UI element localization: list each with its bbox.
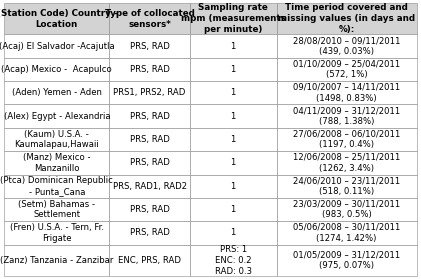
Bar bbox=[4, 151, 109, 174]
Text: PRS, RAD: PRS, RAD bbox=[130, 205, 170, 214]
Bar bbox=[190, 81, 277, 105]
Bar bbox=[190, 58, 277, 81]
Text: (Fren) U.S.A. - Tern, Fr.
Frigate: (Fren) U.S.A. - Tern, Fr. Frigate bbox=[10, 223, 104, 243]
Bar bbox=[277, 198, 417, 221]
Bar bbox=[109, 221, 190, 244]
Bar bbox=[190, 221, 277, 244]
Text: (Aden) Yemen - Aden: (Aden) Yemen - Aden bbox=[12, 88, 102, 97]
Bar bbox=[277, 58, 417, 81]
Bar bbox=[4, 35, 109, 58]
Text: PRS: 1
ENC: 0.2
RAD: 0.3: PRS: 1 ENC: 0.2 RAD: 0.3 bbox=[215, 245, 252, 276]
Bar bbox=[190, 151, 277, 174]
Text: 24/06/2010 – 23/11/2011
(518, 0.11%): 24/06/2010 – 23/11/2011 (518, 0.11%) bbox=[293, 176, 400, 196]
Bar bbox=[109, 198, 190, 221]
Text: PRS1, PRS2, RAD: PRS1, PRS2, RAD bbox=[113, 88, 186, 97]
Bar bbox=[277, 3, 417, 35]
Bar bbox=[190, 244, 277, 276]
Bar bbox=[4, 128, 109, 151]
Bar bbox=[277, 81, 417, 105]
Text: (Acap) Mexico -  Acapulco: (Acap) Mexico - Acapulco bbox=[1, 65, 112, 74]
Bar bbox=[190, 3, 277, 35]
Text: (Kaum) U.S.A. -
Kaumalapau,Hawaii: (Kaum) U.S.A. - Kaumalapau,Hawaii bbox=[14, 130, 99, 149]
Bar bbox=[190, 128, 277, 151]
Bar bbox=[4, 221, 109, 244]
Text: ENC, PRS, RAD: ENC, PRS, RAD bbox=[118, 256, 181, 265]
Bar bbox=[190, 35, 277, 58]
Bar bbox=[190, 174, 277, 198]
Text: 1: 1 bbox=[231, 229, 236, 237]
Bar bbox=[109, 105, 190, 128]
Text: 1: 1 bbox=[231, 135, 236, 144]
Text: 04/11/2009 – 31/12/2011
(788, 1.38%): 04/11/2009 – 31/12/2011 (788, 1.38%) bbox=[293, 106, 400, 126]
Bar bbox=[190, 198, 277, 221]
Bar bbox=[277, 244, 417, 276]
Text: Type of collocated
sensors*: Type of collocated sensors* bbox=[105, 9, 195, 28]
Text: Sampling rate
mpm (measurements
per minute): Sampling rate mpm (measurements per minu… bbox=[181, 3, 285, 34]
Bar bbox=[109, 244, 190, 276]
Bar bbox=[4, 244, 109, 276]
Bar bbox=[109, 58, 190, 81]
Bar bbox=[277, 35, 417, 58]
Text: 09/10/2007 – 14/11/2011
(1498, 0.83%): 09/10/2007 – 14/11/2011 (1498, 0.83%) bbox=[293, 83, 400, 103]
Bar bbox=[277, 105, 417, 128]
Bar bbox=[4, 105, 109, 128]
Text: (Station Code) Country -
Location: (Station Code) Country - Location bbox=[0, 9, 117, 28]
Bar bbox=[109, 151, 190, 174]
Bar bbox=[109, 174, 190, 198]
Text: 1: 1 bbox=[231, 112, 236, 121]
Bar bbox=[277, 221, 417, 244]
Text: PRS, RAD1, RAD2: PRS, RAD1, RAD2 bbox=[112, 182, 187, 191]
Text: 05/06/2008 – 30/11/2011
(1274, 1.42%): 05/06/2008 – 30/11/2011 (1274, 1.42%) bbox=[293, 223, 400, 243]
Text: PRS, RAD: PRS, RAD bbox=[130, 65, 170, 74]
Text: PRS, RAD: PRS, RAD bbox=[130, 229, 170, 237]
Text: (Acaj) El Salvador -Acajutla: (Acaj) El Salvador -Acajutla bbox=[0, 42, 115, 50]
Bar bbox=[109, 3, 190, 35]
Bar bbox=[4, 174, 109, 198]
Text: (Zanz) Tanzania - Zanzibar: (Zanz) Tanzania - Zanzibar bbox=[0, 256, 114, 265]
Text: 1: 1 bbox=[231, 42, 236, 50]
Text: PRS, RAD: PRS, RAD bbox=[130, 42, 170, 50]
Text: (Ptca) Dominican Republic
- Punta_Cana: (Ptca) Dominican Republic - Punta_Cana bbox=[0, 176, 113, 196]
Text: (Alex) Egypt - Alexandria: (Alex) Egypt - Alexandria bbox=[3, 112, 110, 121]
Text: 1: 1 bbox=[231, 205, 236, 214]
Bar bbox=[4, 3, 109, 35]
Bar bbox=[109, 81, 190, 105]
Text: 01/10/2009 – 25/04/2011
(572, 1%): 01/10/2009 – 25/04/2011 (572, 1%) bbox=[293, 60, 400, 79]
Bar bbox=[4, 198, 109, 221]
Bar bbox=[109, 128, 190, 151]
Text: 1: 1 bbox=[231, 182, 236, 191]
Text: PRS, RAD: PRS, RAD bbox=[130, 112, 170, 121]
Bar bbox=[4, 81, 109, 105]
Bar bbox=[109, 35, 190, 58]
Text: PRS, RAD: PRS, RAD bbox=[130, 158, 170, 167]
Text: 27/06/2008 – 06/10/2011
(1197, 0.4%): 27/06/2008 – 06/10/2011 (1197, 0.4%) bbox=[293, 130, 400, 149]
Text: 1: 1 bbox=[231, 158, 236, 167]
Text: (Manz) Mexico -
Manzanillo: (Manz) Mexico - Manzanillo bbox=[23, 153, 91, 173]
Bar bbox=[277, 128, 417, 151]
Text: 1: 1 bbox=[231, 65, 236, 74]
Bar bbox=[277, 151, 417, 174]
Text: PRS, RAD: PRS, RAD bbox=[130, 135, 170, 144]
Bar bbox=[4, 58, 109, 81]
Text: 23/03/2009 – 30/11/2011
(983, 0.5%): 23/03/2009 – 30/11/2011 (983, 0.5%) bbox=[293, 200, 400, 219]
Text: 12/06/2008 – 25/11/2011
(1262, 3.4%): 12/06/2008 – 25/11/2011 (1262, 3.4%) bbox=[293, 153, 400, 173]
Bar bbox=[277, 174, 417, 198]
Text: Time period covered and
missing values (in days and
%):: Time period covered and missing values (… bbox=[278, 3, 415, 34]
Text: 28/08/2010 – 09/11/2011
(439, 0.03%): 28/08/2010 – 09/11/2011 (439, 0.03%) bbox=[293, 36, 400, 56]
Bar bbox=[190, 105, 277, 128]
Text: 1: 1 bbox=[231, 88, 236, 97]
Text: 01/05/2009 – 31/12/2011
(975, 0.07%): 01/05/2009 – 31/12/2011 (975, 0.07%) bbox=[293, 251, 400, 270]
Text: (Setm) Bahamas -
Settlement: (Setm) Bahamas - Settlement bbox=[18, 200, 96, 219]
